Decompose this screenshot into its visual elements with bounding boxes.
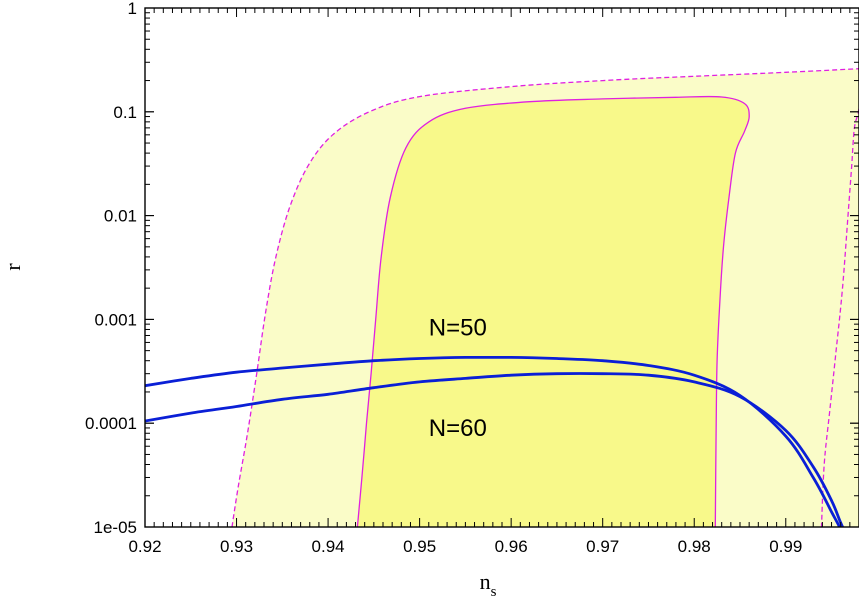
series-line-n-60	[145, 372, 845, 527]
axis-ticks	[144, 7, 859, 528]
confidence-regions	[231, 68, 859, 527]
x-tick-label: 0.96	[495, 537, 528, 556]
x-tick-label: 0.93	[220, 537, 253, 556]
y-tick-label: 0.01	[104, 207, 137, 226]
inner-region-boundary	[356, 95, 750, 527]
curve-label-n-60: N=60	[429, 415, 487, 442]
x-tick-label: 0.95	[403, 537, 436, 556]
outer-region-boundary	[231, 68, 859, 527]
y-axis-label: r	[0, 263, 25, 271]
prediction-curves	[145, 355, 845, 527]
curve-annotations: N=50 N=60	[429, 314, 487, 442]
inner-region-fill	[357, 96, 750, 527]
x-axis-label: ns	[480, 569, 497, 600]
y-tick-label: 0.1	[113, 103, 137, 122]
x-tick-label: 0.98	[678, 537, 711, 556]
curve-label-n-50: N=50	[429, 314, 487, 341]
series-line-n-50	[145, 355, 842, 527]
x-tick-label: 0.97	[586, 537, 619, 556]
y-tick-label: 0.001	[94, 310, 137, 329]
y-tick-label: 0.0001	[85, 414, 137, 433]
x-axis-label-subscript: s	[491, 584, 497, 600]
y-tick-label: 1e-05	[94, 518, 137, 537]
x-tick-label: 0.92	[128, 537, 161, 556]
x-tick-label: 0.99	[769, 537, 802, 556]
x-tick-label: 0.94	[312, 537, 345, 556]
tick-labels: 0.92 0.93 0.94 0.95 0.96 0.97 0.98 0.99 1e-05 0.0…	[85, 0, 802, 556]
y-tick-label: 1	[128, 0, 137, 18]
x-axis-label-main: n	[480, 569, 491, 594]
outer-region-right-boundary	[820, 68, 859, 527]
